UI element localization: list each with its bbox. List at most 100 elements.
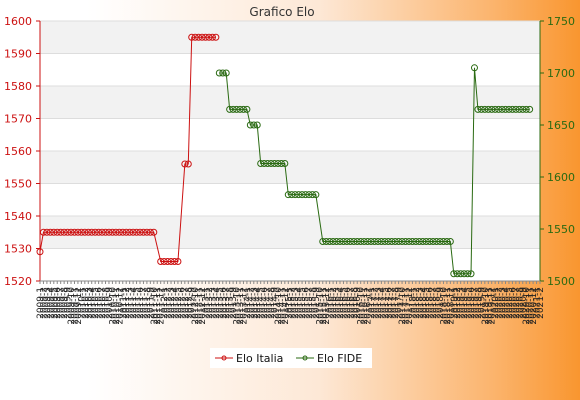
x-tick-label: 2014-1 <box>243 287 253 319</box>
right-tick-label: 1600 <box>547 171 575 184</box>
data-point <box>322 237 330 245</box>
data-point <box>257 159 265 167</box>
data-point <box>105 228 113 236</box>
x-tick-label: 2016-5 <box>339 287 349 319</box>
x-tick-label: 2009-12 <box>74 287 84 325</box>
x-tick-label: 2010-6 <box>95 287 105 319</box>
x-tick-label: 2014-7 <box>264 287 274 319</box>
x-tick-label: 2020-9 <box>519 287 529 319</box>
x-tick-label: 2009-10 <box>67 287 77 325</box>
left-tick-label: 1530 <box>4 243 32 256</box>
data-point <box>515 105 523 113</box>
data-point <box>415 237 423 245</box>
data-point <box>222 69 230 77</box>
data-point <box>139 228 147 236</box>
data-point <box>388 237 396 245</box>
data-point <box>198 33 206 41</box>
data-point <box>81 228 89 236</box>
data-point <box>170 258 178 265</box>
x-tick-label: 2018-1 <box>408 287 418 319</box>
x-tick-label: 2019-1 <box>450 287 460 319</box>
x-tick-label: 2014-6 <box>260 287 270 319</box>
legend-item-elo-fide[interactable]: Elo FIDE <box>296 352 362 365</box>
data-point <box>498 105 506 113</box>
data-point <box>495 105 503 113</box>
left-tick-label: 1580 <box>4 80 32 93</box>
x-tick-label: 2018-4 <box>419 287 429 319</box>
x-tick-label: 2017-10 <box>398 287 408 325</box>
legend-item-elo-italia[interactable]: Elo Italia <box>215 352 283 365</box>
x-tick-label: 2020-6 <box>508 287 518 319</box>
data-point <box>226 105 234 113</box>
x-tick-label: 2016-10 <box>357 287 367 325</box>
x-tick-label: 2019-11 <box>484 287 494 325</box>
data-point <box>460 270 468 278</box>
plot-band <box>40 86 540 119</box>
x-tick-label: 2013-12 <box>239 287 249 325</box>
x-tick-label: 2018-2 <box>412 287 422 319</box>
data-point <box>291 191 299 199</box>
x-tick-label: 2015-7 <box>305 287 315 319</box>
data-point <box>343 237 351 245</box>
data-point <box>91 228 99 236</box>
data-point <box>391 237 399 245</box>
data-point <box>284 191 292 199</box>
data-point <box>60 228 68 236</box>
x-tick-label: 2013-3 <box>208 287 218 319</box>
x-tick-label: 2017-3 <box>374 287 384 319</box>
x-tick-label: 2020-5 <box>505 287 515 319</box>
x-tick-label: 2015-5 <box>298 287 308 319</box>
x-tick-label: 2016-7 <box>346 287 356 319</box>
data-point <box>136 228 144 236</box>
x-tick-label: 2010-5 <box>91 287 101 319</box>
data-point <box>336 237 344 245</box>
right-axis: 1500 1550 1600 1650 1700 1750 <box>539 15 575 288</box>
x-tick-label: 2015-12 <box>322 287 332 325</box>
x-tick-label: 2019-4 <box>460 287 470 319</box>
data-point <box>174 258 182 265</box>
x-tick-label: 2010-7 <box>98 287 108 319</box>
data-point <box>246 121 254 129</box>
x-tick-label: 2011-2 <box>122 287 132 319</box>
data-point <box>281 159 289 167</box>
data-point <box>243 105 251 113</box>
data-point <box>522 105 530 113</box>
data-point <box>526 105 534 113</box>
x-tick-label: 2016-12 <box>364 287 374 325</box>
data-point <box>195 33 203 41</box>
x-tick-label: 2020-11 <box>526 287 536 325</box>
data-point <box>270 159 278 167</box>
data-point <box>333 237 341 245</box>
data-point <box>112 228 120 236</box>
x-tick-label: 2012-6 <box>177 287 187 319</box>
series-elo-italia <box>36 33 220 265</box>
data-point <box>433 237 441 245</box>
data-point <box>84 228 92 236</box>
data-point <box>64 228 72 236</box>
plot-band <box>40 21 540 54</box>
x-tick-label: 2016-3 <box>333 287 343 319</box>
x-tick-label: 2013-10 <box>233 287 243 325</box>
data-point <box>453 270 461 278</box>
data-point <box>267 159 275 167</box>
data-point <box>464 270 472 278</box>
right-tick-label: 1700 <box>547 67 575 80</box>
x-tick-label: 2018-5 <box>422 287 432 319</box>
x-tick-label: 2011-10 <box>150 287 160 325</box>
data-point <box>488 105 496 113</box>
x-tick-label: 2012-11 <box>195 287 205 325</box>
data-point <box>253 121 261 129</box>
x-tick-label: 2019-10 <box>481 287 491 325</box>
x-tick-label: 2012-7 <box>181 287 191 319</box>
x-tick-label: 2012-10 <box>191 287 201 325</box>
data-point <box>353 237 361 245</box>
data-point <box>146 228 154 236</box>
data-point <box>398 237 406 245</box>
x-tick-label: 2012-12 <box>198 287 208 325</box>
x-tick-label: 2010-4 <box>88 287 98 319</box>
data-point <box>229 105 237 113</box>
x-tick-label: 2009-4 <box>46 287 56 319</box>
left-tick-label: 1560 <box>4 145 32 158</box>
data-point <box>450 270 458 278</box>
x-tick-label: 2018-12 <box>446 287 456 325</box>
